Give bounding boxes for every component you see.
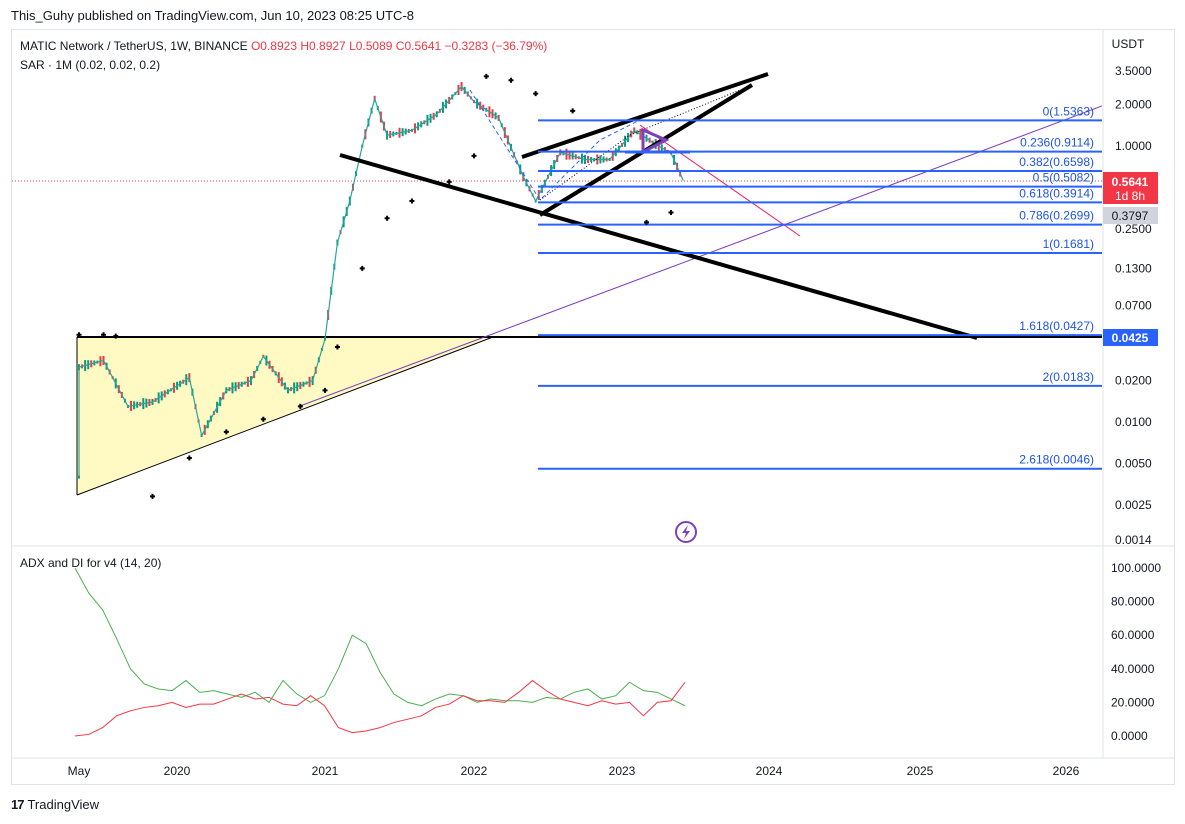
sar-dots <box>76 73 674 499</box>
price-tick-label: 0.0700 <box>1115 299 1152 313</box>
sar-dot <box>186 455 192 461</box>
price-tick-label: 0.1300 <box>1115 261 1152 275</box>
fib-retracement[interactable]: 0(1.5363) 0.236(0.9114) 0.382(0.6598) 0.5(0… <box>538 104 1102 470</box>
sar-dot <box>384 215 390 221</box>
sar-price-text: 0.3797 <box>1112 209 1149 223</box>
adx-label: ADX and DI for v4 (14, 20) <box>20 556 162 570</box>
descending-trendline[interactable] <box>339 153 978 340</box>
time-tick-label: 2022 <box>461 764 488 778</box>
sar-dot <box>668 210 674 216</box>
last-price-text: 0.5641 <box>1112 175 1149 189</box>
brand-name: TradingView <box>27 797 100 812</box>
price-axis[interactable]: 3.50002.00001.00000.50000.25000.13000.07… <box>1115 64 1152 547</box>
sar-dot <box>570 108 576 114</box>
chart-frame <box>11 29 1175 785</box>
close-value: C0.5641 <box>395 39 442 53</box>
price-tick-label: 3.5000 <box>1115 64 1152 78</box>
tradingview-brand[interactable]: 17 TradingView <box>11 797 99 812</box>
price-tick-label: 0.0200 <box>1115 374 1152 388</box>
di-plus-line <box>74 567 686 707</box>
sar-dot <box>297 403 303 409</box>
fib-level-label: 2(0.0183) <box>1043 370 1094 384</box>
time-tick-label: 2025 <box>907 764 934 778</box>
price-tick-label: 0.0014 <box>1115 533 1152 547</box>
purple-trendline[interactable] <box>299 105 1102 407</box>
time-tick-label: 2024 <box>756 764 783 778</box>
di-minus-line <box>74 679 686 737</box>
dashed-pattern-line <box>469 89 641 201</box>
time-tick-label: May <box>68 764 91 778</box>
sar-price-badge: 0.3797 <box>1103 207 1158 224</box>
fib-level-label: 1.618(0.0427) <box>1019 319 1094 333</box>
time-tick-label: 2026 <box>1053 764 1080 778</box>
price-tick-label: 0.0050 <box>1115 457 1152 471</box>
sar-dot <box>223 429 229 435</box>
pink-trendline <box>639 124 801 237</box>
fib-price-badge: 0.0425 <box>1103 329 1158 346</box>
fib-price-text: 0.0425 <box>1112 331 1149 345</box>
fib-level-label: 0.236(0.9114) <box>1020 136 1094 150</box>
adx-axis[interactable]: 100.0000 80.0000 60.0000 40.0000 20.0000 0.00… <box>1111 561 1161 743</box>
fib-level-label: 0.618(0.3914) <box>1019 186 1094 200</box>
sar-dot <box>101 332 106 338</box>
time-tick-label: 2021 <box>312 764 339 778</box>
fib-level-label: 0.786(0.2699) <box>1019 209 1094 223</box>
time-tick-label: 2023 <box>609 764 636 778</box>
time-tick-label: 2020 <box>164 764 191 778</box>
currency-label: USDT <box>1112 37 1145 51</box>
sar-dot <box>76 332 82 338</box>
countdown-text: 1d 8h <box>1115 189 1145 203</box>
adx-tick-label: 80.0000 <box>1111 595 1155 609</box>
triangle-lower-edge <box>76 336 494 496</box>
symbol-name: MATIC Network / TetherUS, 1W, BINANCE <box>20 39 248 53</box>
sar-dot <box>334 344 340 350</box>
last-price-badge: 0.5641 1d 8h <box>1103 172 1158 204</box>
adx-tick-label: 20.0000 <box>1111 695 1155 709</box>
time-axis[interactable]: May 2020 2021 2022 2023 2024 2025 2026 <box>68 764 1080 778</box>
sar-dot <box>508 77 514 83</box>
open-value: O0.8923 <box>250 39 297 53</box>
adx-tick-label: 0.0000 <box>1111 729 1148 743</box>
change-value: −0.3283 (−36.79%) <box>444 39 548 53</box>
sar-dot <box>322 387 328 393</box>
sar-dot <box>483 73 489 79</box>
price-tick-label: 0.2500 <box>1115 222 1152 236</box>
sar-dot <box>471 153 477 159</box>
adx-legend[interactable]: ADX and DI for v4 (14, 20) <box>20 556 161 570</box>
sar-legend[interactable]: SAR · 1M (0.02, 0.02, 0.2) <box>20 58 160 72</box>
sar-dot <box>359 265 365 271</box>
price-tick-label: 2.0000 <box>1115 98 1152 112</box>
tradingview-logo: 17 <box>11 797 25 812</box>
low-value: L0.5089 <box>349 39 393 53</box>
adx-tick-label: 100.0000 <box>1111 561 1161 575</box>
sar-dot <box>446 179 452 185</box>
fib-level-label: 0(1.5363) <box>1043 104 1094 118</box>
dotted-pattern-line <box>539 89 741 201</box>
price-path <box>78 85 684 478</box>
sar-dot <box>644 219 649 225</box>
adx-tick-label: 40.0000 <box>1111 662 1155 676</box>
price-tick-label: 0.0100 <box>1115 415 1152 429</box>
sar-dot <box>409 198 415 204</box>
fib-level-label: 1(0.1681) <box>1043 237 1094 251</box>
lightning-icon[interactable] <box>675 521 697 543</box>
publisher-header: This_Guhy published on TradingView.com, … <box>11 8 414 23</box>
sar-label: SAR · 1M (0.02, 0.02, 0.2) <box>20 58 161 72</box>
fib-level-label: 2.618(0.0046) <box>1019 453 1094 467</box>
purple-pennant[interactable] <box>641 127 670 155</box>
fib-level-label: 0.5(0.5082) <box>1033 171 1094 185</box>
wedge-upper-line[interactable] <box>521 72 769 159</box>
adx-tick-label: 60.0000 <box>1111 628 1155 642</box>
fib-level-label: 0.382(0.6598) <box>1019 155 1094 169</box>
symbol-legend[interactable]: MATIC Network / TetherUS, 1W, BINANCE O0… <box>20 39 547 53</box>
price-tick-label: 1.0000 <box>1115 139 1152 153</box>
price-tick-label: 0.0025 <box>1115 498 1152 512</box>
sar-dot <box>260 416 266 422</box>
sar-dot <box>150 493 155 499</box>
sar-dot <box>113 333 119 339</box>
sar-dot <box>533 91 539 97</box>
high-value: H0.8927 <box>300 39 346 53</box>
